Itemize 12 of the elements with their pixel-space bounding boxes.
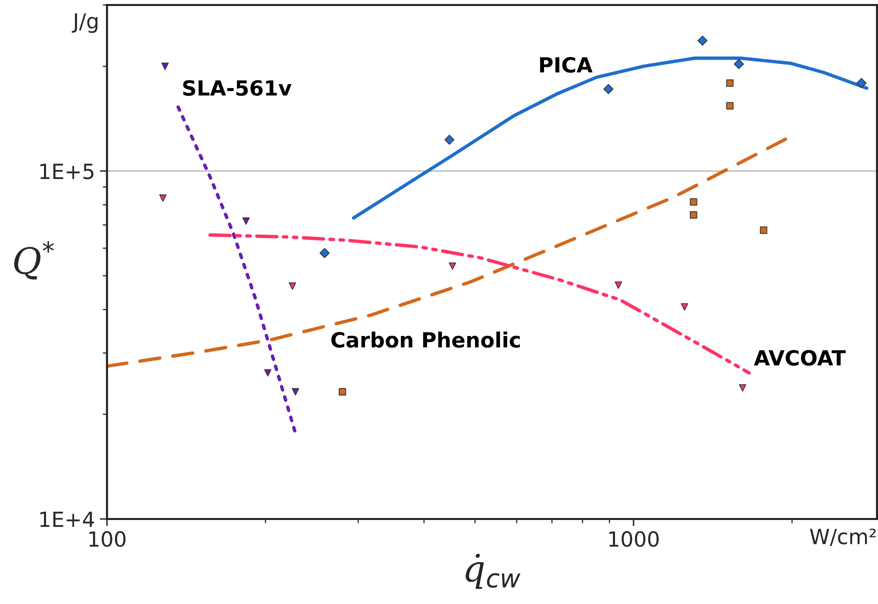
y-tick-label: 1E+4 [40,512,94,527]
text: J/g [72,13,98,33]
x-tick-label: 1000 [609,531,659,547]
y-axis-title: Q$^{*}$ [14,241,54,280]
text: W/cm² [810,528,876,546]
x-axis-title: q̇$_{cw}$ [466,554,520,589]
series-label: SLA-561v [183,80,292,96]
y-tick-label: 1E+5 [40,164,94,180]
series-label: Carbon Phenolic [331,332,520,348]
series-label: AVCOAT [754,350,846,366]
x-tick-label: 100 [89,531,126,547]
series-label: PICA [540,56,593,73]
